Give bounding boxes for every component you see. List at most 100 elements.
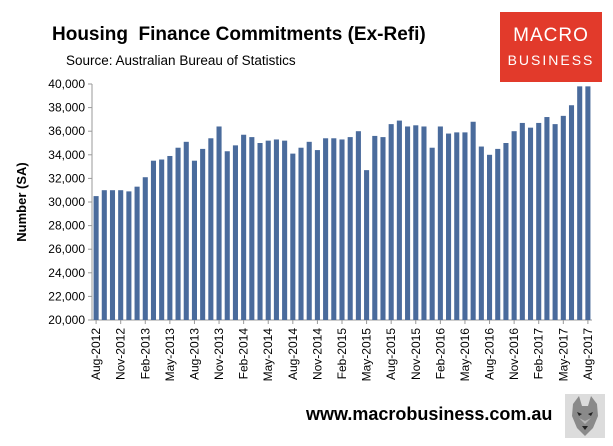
- bar: [544, 117, 550, 320]
- y-tick-label: 36,000: [48, 124, 85, 138]
- bar: [249, 137, 255, 320]
- bar: [216, 126, 222, 320]
- x-tick-label: Feb-2014: [237, 328, 251, 380]
- bar: [314, 150, 320, 320]
- y-tick-label: 34,000: [48, 148, 85, 162]
- x-tick-label: Nov-2015: [409, 328, 423, 380]
- y-tick-label: 22,000: [48, 289, 85, 303]
- bar: [167, 155, 173, 320]
- bar: [265, 140, 271, 320]
- x-tick-label: May-2014: [261, 328, 275, 382]
- bar: [577, 86, 583, 320]
- x-tick-label: Aug-2014: [286, 328, 300, 380]
- wolf-icon: [565, 394, 605, 438]
- bar: [224, 151, 230, 320]
- bar: [282, 140, 288, 320]
- bar: [159, 159, 165, 320]
- bar: [355, 131, 361, 320]
- bar: [388, 124, 394, 321]
- bar: [175, 147, 181, 320]
- bar: [208, 138, 214, 320]
- bar: [396, 120, 402, 320]
- footer-url: www.macrobusiness.com.au: [306, 404, 553, 424]
- bar: [372, 135, 378, 320]
- y-tick-label: 38,000: [48, 101, 85, 115]
- x-tick-label: Nov-2013: [212, 328, 226, 380]
- bar: [200, 148, 206, 320]
- bar: [257, 143, 263, 320]
- bar: [519, 122, 525, 320]
- x-tick-label: Aug-2017: [581, 328, 595, 380]
- bar: [323, 138, 329, 320]
- x-tick-label: Feb-2015: [335, 328, 349, 380]
- y-tick-label: 26,000: [48, 242, 85, 256]
- x-tick-label: Feb-2017: [532, 328, 546, 380]
- bar: [380, 137, 386, 320]
- bar: [405, 126, 411, 320]
- bar: [552, 124, 558, 321]
- bar: [134, 186, 140, 320]
- bar: [331, 138, 337, 320]
- bar: [364, 170, 370, 320]
- y-tick-label: 30,000: [48, 195, 85, 209]
- bar: [495, 148, 501, 320]
- chart-title: Housing Finance Commitments (Ex-Refi): [52, 24, 426, 45]
- bar: [446, 133, 452, 320]
- bar: [339, 139, 345, 320]
- bar: [150, 160, 157, 320]
- bar: [306, 141, 312, 320]
- x-tick-label: May-2015: [360, 328, 374, 382]
- bar: [568, 105, 575, 321]
- bar: [478, 146, 484, 320]
- logo-line-macro: MACRO: [513, 25, 589, 46]
- chart-subtitle: Source: Australian Bureau of Statistics: [66, 53, 296, 68]
- bar: [101, 190, 107, 320]
- bar: [421, 126, 427, 320]
- x-tick-label: Feb-2013: [138, 328, 152, 380]
- y-tick-label: 40,000: [48, 77, 85, 91]
- x-tick-label: Aug-2015: [384, 328, 398, 380]
- bar: [273, 139, 279, 320]
- bar: [413, 125, 419, 320]
- bar: [142, 177, 148, 320]
- bar: [536, 122, 542, 320]
- x-tick-label: Feb-2016: [433, 328, 447, 380]
- logo-line-business: BUSINESS: [507, 52, 595, 68]
- bar: [241, 134, 247, 320]
- bar: [347, 137, 353, 320]
- bar: [503, 143, 509, 320]
- bar: [109, 190, 116, 320]
- bar: [511, 131, 517, 320]
- x-tick-label: Nov-2012: [114, 328, 128, 380]
- x-tick-label: Nov-2016: [507, 328, 521, 380]
- y-axis-label: Number (SA): [14, 162, 29, 241]
- bar: [487, 154, 493, 320]
- x-tick-label: Aug-2013: [187, 328, 201, 380]
- bar: [437, 126, 443, 320]
- y-tick-label: 28,000: [48, 219, 85, 233]
- bar: [454, 132, 460, 320]
- bar: [462, 132, 468, 320]
- x-tick-label: May-2017: [556, 328, 570, 382]
- bar: [429, 147, 435, 320]
- y-tick-label: 20,000: [48, 313, 85, 327]
- bar: [126, 191, 132, 320]
- bar: [298, 147, 304, 320]
- bar: [232, 145, 238, 320]
- x-tick-label: Aug-2012: [89, 328, 103, 380]
- x-tick-label: Nov-2014: [310, 328, 324, 380]
- bar: [93, 196, 99, 320]
- bar: [527, 127, 534, 320]
- bar: [585, 86, 591, 320]
- x-tick-label: Aug-2016: [483, 328, 497, 380]
- x-tick-label: May-2016: [458, 328, 472, 382]
- y-tick-label: 24,000: [48, 266, 85, 280]
- bar: [470, 121, 476, 320]
- bar: [118, 190, 124, 320]
- bar: [191, 160, 197, 320]
- bar: [290, 153, 296, 320]
- macrobusiness-logo: MACRO BUSINESS: [500, 12, 602, 82]
- y-tick-label: 32,000: [48, 171, 85, 185]
- bar: [183, 141, 189, 320]
